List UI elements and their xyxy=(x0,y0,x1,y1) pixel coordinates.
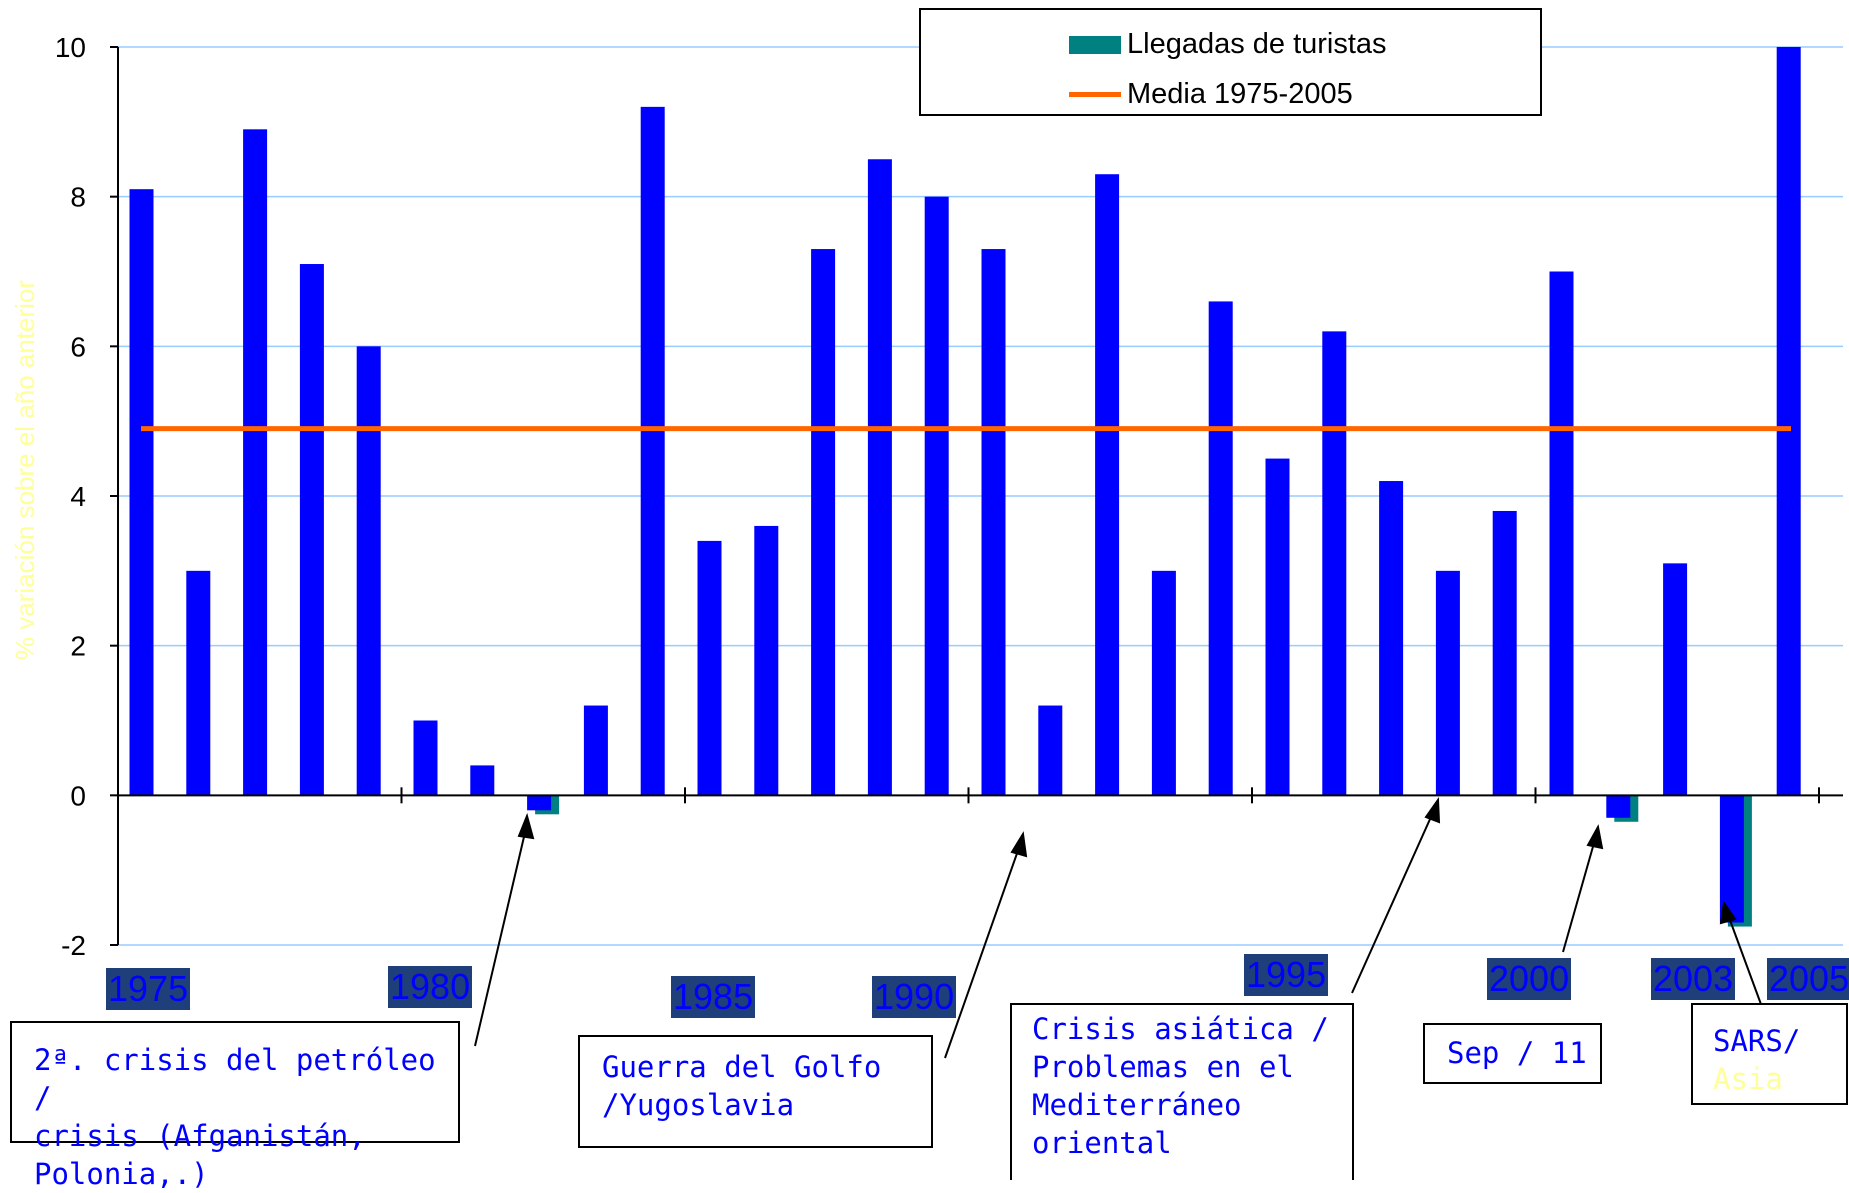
y-tick-label: 2 xyxy=(70,631,86,662)
legend-swatch-mean xyxy=(1069,92,1121,97)
legend: Llegadas de turistas Media 1975-2005 xyxy=(919,8,1542,116)
bar-1982 xyxy=(527,795,552,811)
x-axis xyxy=(118,787,1843,804)
y-tick-label: 6 xyxy=(70,331,86,362)
bar-2001 xyxy=(1606,795,1631,818)
bar-1979 xyxy=(356,346,381,796)
arrow-line-sars xyxy=(1726,911,1763,1008)
annotation-sep-line1: Sep / 11 xyxy=(1447,1036,1587,1070)
y-tick-label: 10 xyxy=(55,32,86,63)
annotation-gulf-war: Guerra del Golfo /Yugoslavia xyxy=(578,1035,933,1148)
annotation-asia-line4: oriental xyxy=(1032,1126,1172,1160)
arrow-line-oil xyxy=(474,823,528,1047)
bar-1993 xyxy=(1151,570,1176,796)
bar-1989 xyxy=(924,196,949,796)
bar-1977 xyxy=(243,129,268,796)
y-tick-label: 0 xyxy=(70,780,86,811)
bar-1984 xyxy=(640,106,665,796)
legend-label-mean: Media 1975-2005 xyxy=(1127,78,1353,110)
legend-item-mean: Media 1975-2005 xyxy=(1069,78,1353,111)
bar-1975 xyxy=(129,189,154,796)
bar-1996 xyxy=(1322,331,1347,796)
legend-swatch-arrivals xyxy=(1069,35,1121,54)
arrowhead-gulf xyxy=(1010,831,1028,858)
bar-1987 xyxy=(811,249,836,796)
annotation-sars: SARS/ Asia xyxy=(1691,1003,1848,1105)
annotation-oil-line3: Polonia,.) xyxy=(34,1157,209,1191)
bar-1978 xyxy=(299,264,324,796)
annotation-oil-crisis: 2ª. crisis del petróleo / crisis (Afgani… xyxy=(10,1021,460,1191)
bar-1976 xyxy=(186,570,211,796)
bar-1992 xyxy=(1095,174,1120,796)
arrowhead-asia xyxy=(1424,797,1441,824)
annotation-gulf-line2: /Yugoslavia xyxy=(602,1088,795,1122)
bar-1999 xyxy=(1492,510,1517,796)
year-tag-1995: 1995 xyxy=(1244,954,1329,996)
annotation-asia-line2: Problemas en el xyxy=(1032,1050,1294,1084)
arrow-line-asia xyxy=(1351,807,1436,994)
year-tag-2003: 2003 xyxy=(1651,958,1736,1000)
bar-1990 xyxy=(981,249,1006,796)
bar-1995 xyxy=(1265,458,1290,796)
annotation-sars-line2: Asia xyxy=(1713,1062,1783,1096)
annotation-asian-crisis: Crisis asiática / Problemas en el Medite… xyxy=(1010,1003,1354,1180)
y-tick-labels: 10 8 6 4 2 0 -2 xyxy=(55,32,86,961)
annotation-arrows xyxy=(474,797,1763,1059)
arrowhead-sep xyxy=(1586,824,1604,850)
year-tag-1980: 1980 xyxy=(388,966,473,1008)
arrowhead-oil xyxy=(517,812,535,840)
arrow-line-sep xyxy=(1562,835,1597,953)
bar-2004 xyxy=(1776,47,1801,796)
bar-1991 xyxy=(1038,705,1063,796)
bar-1986 xyxy=(754,525,779,796)
annotation-gulf-line1: Guerra del Golfo xyxy=(602,1050,882,1084)
bar-1997 xyxy=(1379,481,1404,796)
bar-1981 xyxy=(470,765,495,796)
bar-2000 xyxy=(1549,271,1574,796)
bar-1998 xyxy=(1435,570,1460,796)
year-tag-1985: 1985 xyxy=(671,976,756,1018)
y-tick-label: 4 xyxy=(70,481,86,512)
y-axis-label: % variación sobre el año anterior xyxy=(10,280,40,660)
annotation-oil-line2: crisis (Afganistán, xyxy=(34,1119,366,1153)
annotation-asia-line3: Mediterráneo xyxy=(1032,1088,1242,1122)
bar-1980 xyxy=(413,720,438,796)
arrow-line-gulf xyxy=(944,841,1022,1059)
bar-1985 xyxy=(697,540,722,796)
year-tag-2000: 2000 xyxy=(1487,958,1572,1000)
bar-1988 xyxy=(867,159,892,796)
y-tick-label: 8 xyxy=(70,182,86,213)
legend-label-arrivals: Llegadas de turistas xyxy=(1127,28,1387,60)
arrowhead-sars xyxy=(1719,900,1737,925)
year-tag-1975: 1975 xyxy=(106,968,191,1010)
year-tag-1990: 1990 xyxy=(872,976,957,1018)
legend-item-arrivals: Llegadas de turistas xyxy=(1069,28,1387,61)
annotation-oil-line1: 2ª. crisis del petróleo / xyxy=(34,1043,436,1115)
y-tick-label: -2 xyxy=(61,930,86,961)
annotation-asia-line1: Crisis asiática / xyxy=(1032,1012,1329,1046)
bar-2002 xyxy=(1663,563,1688,796)
bar-1994 xyxy=(1208,301,1233,796)
annotation-sep-11: Sep / 11 xyxy=(1423,1023,1602,1084)
annotation-sars-line1: SARS/ xyxy=(1713,1024,1801,1058)
bar-1983 xyxy=(583,705,608,796)
year-tag-2005: 2005 xyxy=(1767,958,1849,1000)
